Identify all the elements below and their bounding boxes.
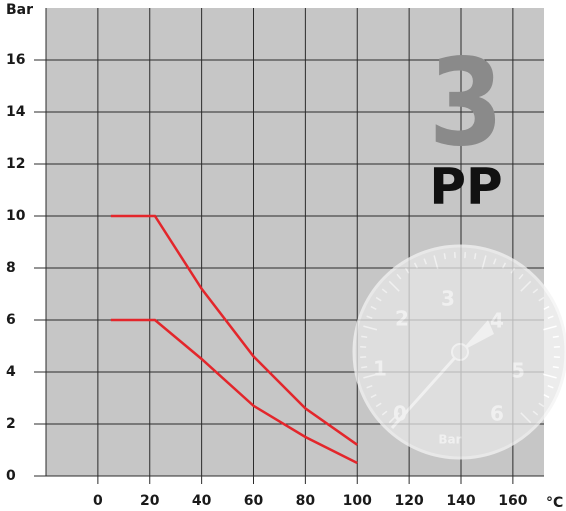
gauge-tick [361, 335, 368, 339]
gauge-tick [433, 255, 439, 270]
annotation-material: PP [429, 158, 502, 216]
x-tick-label: 60 [244, 493, 264, 509]
y-tick-label: 6 [6, 312, 16, 328]
gauge-label: 4 [490, 309, 504, 333]
data-line [110, 214, 358, 446]
gauge-tick [363, 373, 378, 379]
gauge-tick [543, 394, 550, 399]
gauge-label: 2 [395, 307, 409, 331]
y-tick-label: 8 [6, 260, 16, 276]
gauge-tick [370, 305, 377, 310]
y-tick-label: 16 [6, 52, 25, 68]
gauge-tick [492, 258, 497, 265]
y-axis-label: Bar [6, 2, 33, 18]
gauge-tick [547, 384, 554, 389]
gauge-needle-tip [460, 320, 494, 352]
y-tick-label: 0 [6, 468, 16, 484]
gauge-tick [370, 394, 377, 399]
gauge-tick [520, 412, 532, 424]
gauge-tick [542, 373, 557, 379]
gauge-tick [381, 288, 388, 294]
gauge-tick [375, 296, 382, 302]
gauge-tick [481, 255, 487, 270]
gauge-tick [366, 384, 373, 389]
gauge-label: 5 [511, 359, 525, 383]
gauge-tick [518, 273, 524, 280]
x-tick-label: 20 [140, 493, 160, 509]
gauge-tick [404, 267, 410, 274]
x-tick-label: 160 [498, 493, 527, 509]
y-tick-label: 2 [6, 416, 16, 432]
gauge-tick [532, 288, 539, 294]
x-tick-label: 0 [93, 493, 103, 509]
gauge-tick [443, 253, 447, 260]
y-tick-label: 10 [6, 208, 26, 224]
gauge-tick [388, 412, 400, 424]
gauge-tick [538, 402, 545, 408]
gauge-tick [543, 305, 550, 310]
x-tick-label: 140 [446, 493, 475, 509]
gauge-tick [413, 262, 418, 269]
gauge-label: 1 [373, 357, 387, 381]
gauge-hub [451, 343, 469, 361]
gauge-tick [423, 258, 428, 265]
y-tick-label: 12 [6, 156, 25, 172]
x-tick-label: 40 [192, 493, 212, 509]
gauge-unit: Bar [438, 433, 461, 447]
gauge-tick [542, 325, 557, 331]
x-axis-label: °C [546, 495, 563, 511]
gauge-label: 6 [490, 402, 504, 426]
gauge-tick [520, 280, 532, 292]
y-tick-label: 14 [6, 104, 26, 120]
gauge-needle [390, 350, 462, 430]
gauge-tick [547, 315, 554, 320]
gauge-tick [361, 365, 368, 369]
gauge-tick [375, 402, 382, 408]
x-tick-label: 100 [343, 493, 372, 509]
gauge-tick [381, 410, 388, 416]
gauge-tick [510, 267, 516, 274]
gauge-tick [538, 296, 545, 302]
gauge-tick [473, 253, 477, 260]
x-tick-label: 120 [395, 493, 424, 509]
gauge-label: 3 [441, 287, 455, 311]
gauge-label: 0 [393, 402, 407, 426]
gauge-tick [366, 315, 373, 320]
annotation-number: 3 [428, 35, 503, 174]
x-tick-label: 80 [296, 493, 316, 509]
gauge-tick [532, 410, 539, 416]
gauge-tick [388, 280, 400, 292]
data-line [110, 318, 358, 465]
y-tick-label: 4 [6, 364, 16, 380]
gauge-tick [502, 262, 507, 269]
gauge-tick [552, 365, 559, 369]
gauge-tick [363, 325, 378, 331]
gauge: 01 2 3 4 56 Bar [352, 244, 566, 460]
gauge-tick [552, 335, 559, 339]
gauge-tick [396, 273, 402, 280]
